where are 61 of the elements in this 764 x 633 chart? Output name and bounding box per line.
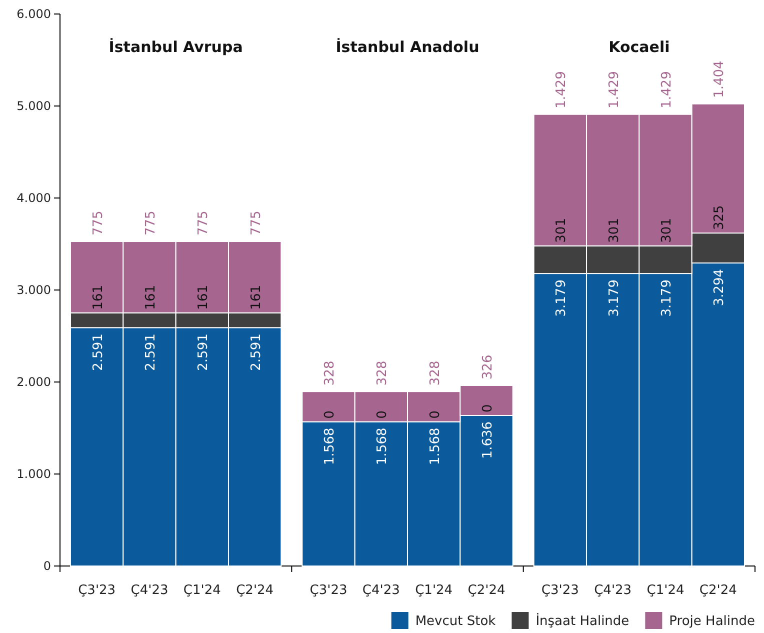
- data-label: 2.591: [90, 334, 106, 371]
- data-label: 775: [248, 210, 264, 236]
- annotation: İstanbul Avrupa: [108, 38, 243, 56]
- data-label: 328: [322, 360, 338, 386]
- annotation: İstanbul Anadolu: [336, 38, 480, 56]
- data-label: 328: [375, 360, 390, 386]
- data-label: 775: [144, 210, 158, 236]
- legend-label: Proje Halinde: [669, 614, 755, 629]
- data-label: 3.294: [712, 268, 728, 306]
- x-tick-label: Ç2'24: [699, 583, 737, 598]
- data-label: 325: [712, 205, 728, 230]
- data-label: 2.591: [196, 334, 212, 371]
- data-label: 1.568: [428, 428, 443, 465]
- data-label: 1.429: [554, 71, 570, 108]
- x-tick-label: Ç1'24: [646, 583, 684, 598]
- data-label: 301: [554, 218, 570, 243]
- data-label: 2.591: [144, 334, 158, 371]
- y-tick-label: 5.000: [16, 98, 51, 113]
- x-tick-label: Ç3'23: [541, 583, 579, 598]
- legend-label: Mevcut Stok: [415, 614, 496, 629]
- x-tick-label: Ç1'24: [415, 583, 453, 598]
- data-label: 1.429: [606, 71, 622, 108]
- y-tick-label: 6.000: [16, 6, 51, 21]
- data-label: 0: [375, 410, 390, 419]
- y-tick-label: 1.000: [16, 466, 51, 481]
- data-label: 1.568: [375, 428, 390, 465]
- data-label: 161: [144, 284, 158, 310]
- data-label: 775: [90, 210, 106, 236]
- y-tick-label: 3.000: [16, 282, 51, 297]
- data-label: 3.179: [660, 280, 674, 317]
- data-label: 161: [196, 284, 212, 310]
- data-label: 161: [248, 284, 264, 310]
- data-label: 2.591: [248, 334, 264, 371]
- data-label: 1.636: [480, 421, 496, 459]
- data-label: 161: [90, 284, 106, 310]
- data-label: 0: [480, 404, 496, 412]
- data-label: 1.429: [660, 71, 674, 108]
- data-label: 1.568: [322, 428, 338, 465]
- y-tick-label: 0: [43, 558, 51, 573]
- data-label: 301: [660, 218, 674, 243]
- data-label: 775: [196, 210, 212, 236]
- data-label: 1.404: [712, 60, 728, 98]
- data-label: 328: [428, 360, 443, 386]
- x-tick-label: Ç3'23: [78, 583, 116, 598]
- data-label: 0: [428, 410, 443, 419]
- x-tick-label: Ç2'24: [468, 583, 506, 598]
- data-label: 326: [480, 354, 496, 380]
- data-label: 3.179: [554, 280, 570, 317]
- annotation: Kocaeli: [608, 38, 670, 56]
- x-tick-label: Ç1'24: [183, 583, 221, 598]
- x-tick-label: Ç4'23: [362, 583, 400, 598]
- y-tick-label: 2.000: [16, 374, 51, 389]
- y-tick-label: 4.000: [16, 190, 51, 205]
- data-label: 301: [606, 218, 622, 243]
- x-tick-label: Ç2'24: [236, 583, 274, 598]
- x-tick-label: Ç3'23: [310, 583, 348, 598]
- data-label: 3.179: [606, 280, 622, 317]
- data-label: 0: [322, 410, 338, 419]
- legend-label: İnşaat Halinde: [536, 613, 630, 629]
- x-tick-label: Ç4'23: [594, 583, 632, 598]
- x-tick-label: Ç4'23: [130, 583, 168, 598]
